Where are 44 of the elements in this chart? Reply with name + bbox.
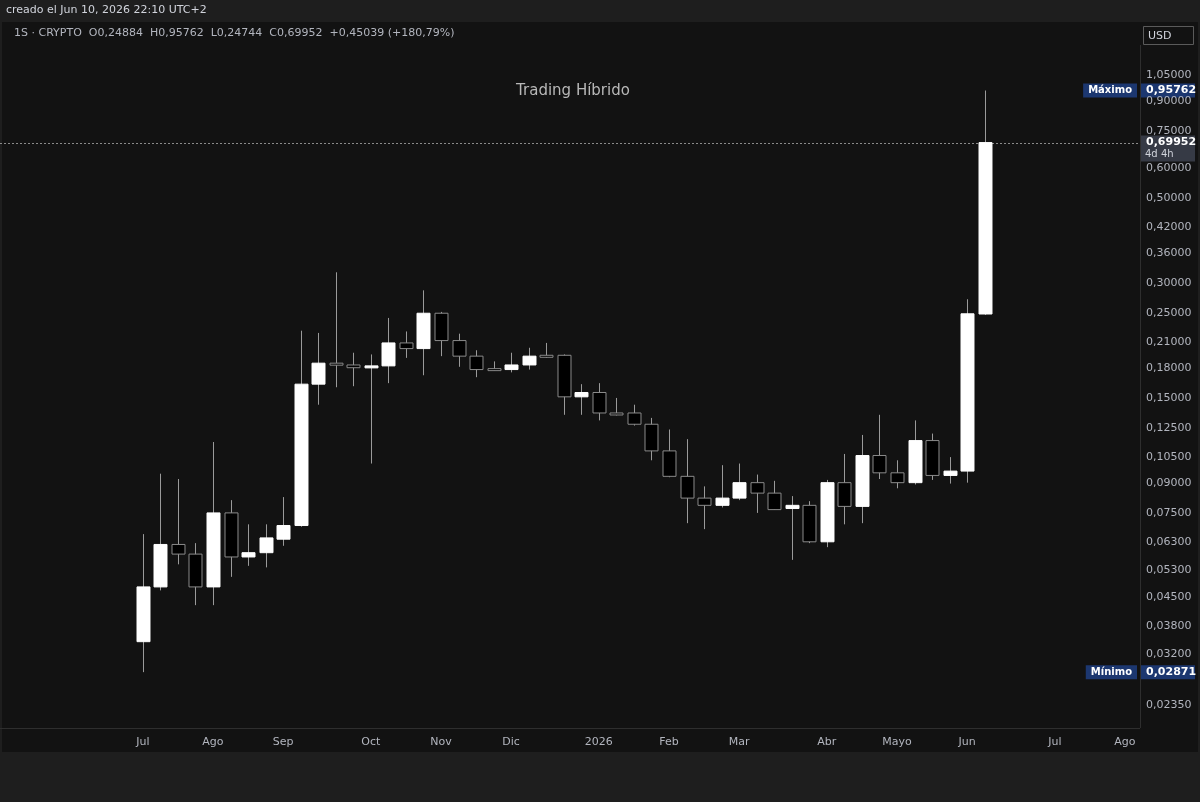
y-tick-label: 0,21000 bbox=[1146, 335, 1192, 348]
x-tick-label: Ago bbox=[1114, 735, 1136, 749]
y-tick-label: 0,50000 bbox=[1146, 191, 1192, 205]
y-tick-label: 0,18000 bbox=[1146, 360, 1192, 374]
y-tick-label: 0,02350 bbox=[1146, 698, 1192, 712]
x-tick-label: Mayo bbox=[882, 735, 912, 749]
text: Trading Híbrido bbox=[515, 80, 630, 99]
y-tick-label: 0,05300 bbox=[1146, 563, 1192, 577]
y-tick-label: 0,15000 bbox=[1146, 390, 1192, 404]
y-tick-label: 0,02871 bbox=[1146, 665, 1197, 678]
y-tick-label: 0,69952 bbox=[1146, 135, 1197, 149]
y-tick-label: 0,04500 bbox=[1146, 590, 1192, 604]
y-tick-label: 0,25000 bbox=[1146, 306, 1192, 320]
y-tick-label: 0,03800 bbox=[1146, 618, 1192, 632]
chart-title: 1S · CRYPTO O0,24884 H0,95762 L0,24744 C0,69952 +0,45039 (+180,79%) bbox=[14, 25, 455, 39]
y-tick-label: 0,75000 bbox=[1146, 123, 1192, 137]
x-tick-label: Sep bbox=[272, 735, 294, 749]
x-tick-label: Mar bbox=[728, 735, 750, 749]
x-tick-label: Jul bbox=[135, 735, 150, 749]
y-tick-label: 0,42000 bbox=[1146, 220, 1192, 234]
x-tick-label: Abr bbox=[817, 735, 837, 749]
y-tick-label: 0,36000 bbox=[1146, 245, 1192, 259]
annotation: Mínimo bbox=[1090, 665, 1133, 677]
y-tick-label: 0,30000 bbox=[1146, 275, 1192, 289]
y-axis-title: USD bbox=[1148, 28, 1172, 42]
x-tick-label: Ago bbox=[202, 735, 224, 749]
y-tick-label: 0,07500 bbox=[1146, 505, 1192, 519]
annotation: Máximo bbox=[1088, 84, 1133, 96]
x-tick-label: Jul bbox=[1047, 735, 1062, 749]
x-tick-label: 2026 bbox=[584, 735, 613, 749]
y-tick-label: 0,03200 bbox=[1146, 647, 1192, 661]
y-tick-label: 0,60000 bbox=[1146, 160, 1192, 174]
y-tick-label: 0,09000 bbox=[1146, 475, 1192, 489]
text: creado el Jun 10, 2026 22:10 UTC+2 bbox=[6, 2, 207, 16]
y-tick-label: 0,06300 bbox=[1146, 534, 1192, 548]
x-tick-label: Dic bbox=[502, 735, 520, 749]
y-tick-label: 0,12500 bbox=[1146, 421, 1192, 435]
x-tick-label: Nov bbox=[430, 735, 453, 749]
x-tick-label: Jun bbox=[957, 735, 976, 749]
x-tick-label: Feb bbox=[659, 735, 679, 749]
y-tick-label: 1,05000 bbox=[1146, 68, 1192, 82]
y-tick-label: 0,10500 bbox=[1146, 449, 1192, 463]
x-tick-label: Oct bbox=[361, 735, 381, 749]
ref-line-label: 4d 4h bbox=[1145, 148, 1174, 160]
